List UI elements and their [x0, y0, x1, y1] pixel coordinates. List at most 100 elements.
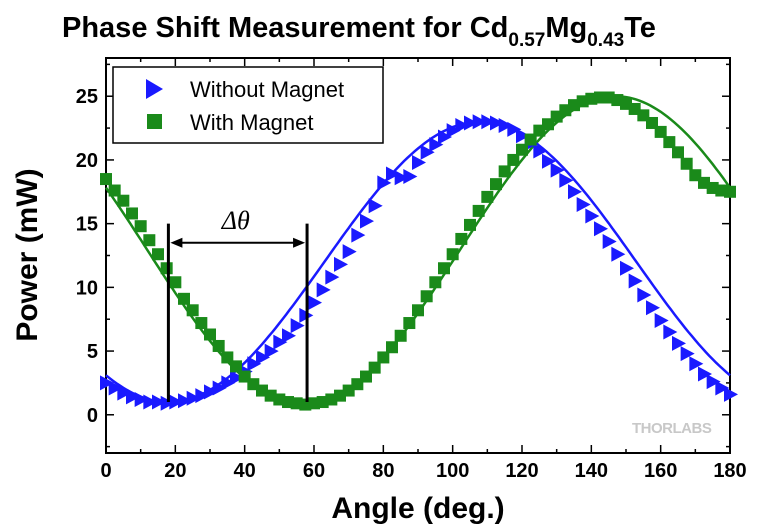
marker-with-magnet-4	[134, 220, 147, 233]
marker-without-magnet-2	[117, 385, 132, 401]
marker-without-magnet-44	[481, 114, 496, 130]
marker-with-magnet-47	[507, 153, 520, 166]
marker-without-magnet-55	[576, 197, 591, 213]
marker-without-magnet-18	[256, 349, 270, 365]
title-mid: Mg	[545, 12, 587, 44]
marker-with-magnet-17	[247, 378, 260, 391]
marker-with-magnet-42	[464, 218, 476, 231]
marker-without-magnet-56	[585, 208, 600, 224]
marker-without-magnet-6	[152, 394, 166, 410]
thorlabs-watermark: THORLABS	[632, 420, 712, 437]
marker-without-magnet-8	[169, 394, 184, 410]
y-tick-label-10: 10	[76, 277, 98, 299]
marker-without-magnet-47	[507, 121, 522, 137]
phase-shift-annotation: Δθ	[166, 206, 309, 403]
marker-without-magnet-54	[568, 184, 582, 200]
marker-with-magnet-45	[490, 178, 502, 191]
marker-without-magnet-25	[316, 282, 331, 298]
marker-without-magnet-65	[663, 324, 678, 340]
marker-with-magnet-33	[386, 341, 398, 354]
legend-label-with-magnet: With Magnet	[190, 110, 314, 135]
marker-without-magnet-31	[368, 198, 383, 214]
y-tick-label-25: 25	[76, 86, 98, 108]
marker-without-magnet-5	[143, 394, 158, 410]
marker-with-magnet-7	[160, 262, 173, 275]
marker-without-magnet-32	[377, 175, 392, 191]
x-tick-label-180: 180	[713, 460, 746, 482]
marker-with-magnet-8	[169, 276, 182, 289]
x-tick-label-60: 60	[303, 460, 325, 482]
marker-without-magnet-71	[715, 380, 730, 396]
annotation-arrowhead-right	[293, 237, 306, 248]
marker-without-magnet-39	[438, 129, 452, 145]
marker-with-magnet-35	[403, 317, 416, 330]
y-tick-label-15: 15	[76, 214, 98, 236]
marker-with-magnet-32	[377, 351, 390, 364]
marker-without-magnet-28	[342, 244, 357, 260]
marker-with-magnet-65	[663, 136, 676, 149]
marker-with-magnet-64	[654, 125, 667, 138]
marker-without-magnet-62	[637, 287, 652, 303]
marker-without-magnet-0	[100, 375, 114, 391]
title-end: Te	[624, 12, 656, 44]
marker-without-magnet-27	[334, 256, 348, 272]
marker-without-magnet-22	[290, 318, 305, 334]
marker-without-magnet-4	[134, 391, 149, 407]
x-tick-label-0: 0	[100, 460, 111, 482]
marker-without-magnet-42	[464, 115, 478, 131]
marker-without-magnet-21	[282, 328, 296, 344]
marker-with-magnet-67	[680, 157, 693, 170]
marker-without-magnet-60	[620, 260, 634, 276]
marker-without-magnet-38	[429, 137, 444, 153]
title-main: Phase Shift Measurement for Cd	[62, 12, 508, 44]
marker-with-magnet-48	[516, 143, 528, 156]
marker-with-magnet-15	[230, 360, 242, 373]
marker-without-magnet-34	[394, 170, 409, 186]
marker-without-magnet-61	[628, 273, 643, 289]
marker-with-magnet-36	[412, 304, 424, 317]
marker-without-magnet-52	[550, 162, 565, 178]
x-tick-label-120: 120	[505, 460, 538, 482]
y-tick-label-0: 0	[87, 405, 98, 427]
data-markers	[100, 91, 738, 411]
marker-without-magnet-36	[412, 154, 426, 170]
marker-without-magnet-59	[611, 246, 626, 262]
marker-with-magnet-43	[472, 204, 485, 217]
marker-with-magnet-13	[212, 339, 225, 352]
legend-label-without-magnet: Without Magnet	[190, 77, 344, 102]
marker-without-magnet-30	[360, 213, 374, 229]
x-tick-label-100: 100	[436, 460, 469, 482]
marker-with-magnet-1	[108, 184, 121, 197]
marker-without-magnet-14	[221, 375, 236, 391]
legend-marker-with-magnet	[147, 114, 162, 129]
marker-without-magnet-1	[108, 380, 123, 396]
title-sub1: 0.57	[508, 30, 545, 51]
marker-with-magnet-41	[455, 232, 468, 245]
x-tick-label-160: 160	[644, 460, 677, 482]
axis-tick-labels: 0 20 40 60 80 100 120 140 160 180 0 5 10 15 20 25	[76, 86, 747, 482]
x-axis-title: Angle (deg.)	[331, 492, 504, 525]
marker-with-magnet-0	[100, 173, 112, 186]
marker-without-magnet-69	[698, 366, 712, 382]
y-axis-title: Power (mW)	[11, 168, 44, 341]
marker-without-magnet-51	[542, 153, 556, 169]
marker-without-magnet-11	[195, 388, 210, 404]
x-tick-label-140: 140	[575, 460, 608, 482]
marker-with-magnet-12	[204, 328, 216, 341]
marker-without-magnet-68	[689, 356, 704, 372]
marker-without-magnet-58	[602, 233, 617, 249]
title-sub2: 0.43	[587, 30, 624, 51]
marker-without-magnet-37	[420, 144, 435, 160]
marker-without-magnet-67	[680, 346, 695, 362]
marker-with-magnet-39	[438, 262, 450, 275]
marker-with-magnet-3	[126, 207, 138, 220]
marker-without-magnet-70	[706, 374, 721, 390]
marker-without-magnet-41	[455, 118, 470, 134]
marker-without-magnet-24	[308, 295, 322, 311]
marker-with-magnet-38	[429, 276, 442, 289]
marker-without-magnet-19	[264, 343, 279, 359]
marker-without-magnet-29	[351, 227, 366, 243]
marker-without-magnet-45	[490, 115, 504, 131]
marker-with-magnet-6	[152, 248, 164, 261]
